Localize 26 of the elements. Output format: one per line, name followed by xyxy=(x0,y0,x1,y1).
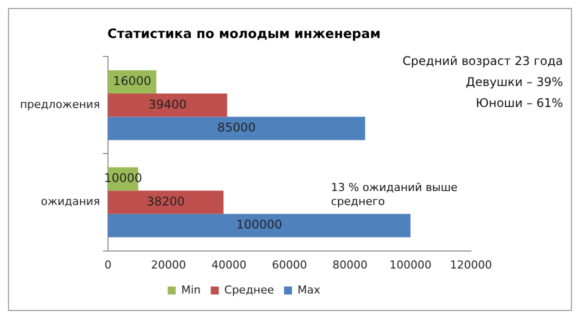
bar xyxy=(108,94,228,117)
data-label: 16000 xyxy=(113,74,152,88)
x-tick-label: 100000 xyxy=(389,258,432,272)
x-tick-label: 0 xyxy=(104,258,112,272)
text: Юноши – 61% xyxy=(474,95,563,112)
x-tick-label: 80000 xyxy=(332,258,368,272)
y-tick-label: предложения xyxy=(20,98,100,112)
data-label: 38200 xyxy=(146,194,185,208)
annotation: Девушки – 39% xyxy=(464,74,563,91)
legend-label: Max xyxy=(298,283,321,296)
x-tick-label: 120000 xyxy=(450,258,492,272)
legend-label: Min xyxy=(181,283,201,296)
x-tick-label: 60000 xyxy=(272,258,307,272)
chart-title: Статистика по молодым инженерам xyxy=(107,27,381,42)
bar xyxy=(108,190,224,214)
data-label: 85000 xyxy=(217,120,256,135)
annotation: 13 % ожиданий выше среднего xyxy=(331,181,459,209)
x-tick-label: 20000 xyxy=(150,258,186,272)
bar xyxy=(108,214,410,238)
x-tick-label: 40000 xyxy=(211,258,246,272)
y-tick-label: ожидания xyxy=(40,195,100,208)
data-label: 100000 xyxy=(236,218,282,232)
bar xyxy=(108,116,366,140)
legend-label: Среднее xyxy=(224,283,274,296)
annotation: Средний возраст 23 года xyxy=(402,53,563,70)
data-label: 39400 xyxy=(148,97,187,112)
